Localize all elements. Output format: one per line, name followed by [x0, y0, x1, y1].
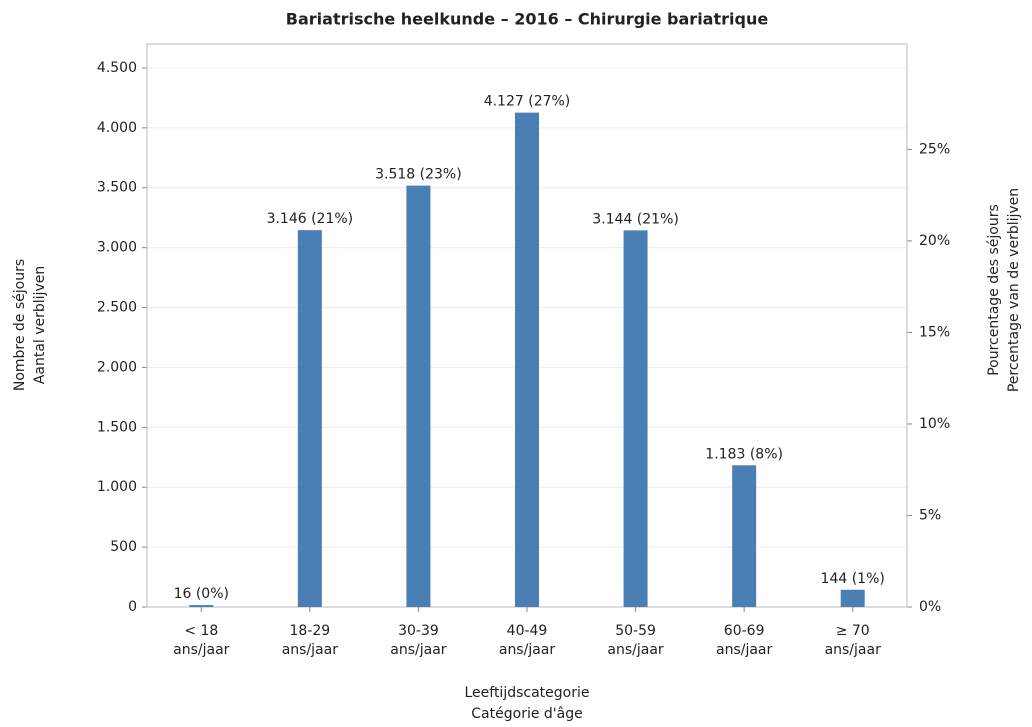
y2-axis-label: Pourcentage des séjours: [986, 204, 1002, 376]
value-label: 3.146 (21%): [267, 211, 354, 227]
bar: [406, 185, 431, 608]
x-axis-label: Leeftijdscategorie: [464, 685, 589, 701]
y-tick-label: 0: [128, 599, 137, 615]
y2-tick-label: 5%: [919, 507, 941, 523]
y2-tick-label: 20%: [919, 233, 950, 249]
x-tick-label: 30-39 ans/jaar: [390, 623, 447, 658]
y2-axis-label: Percentage van de verblijven: [1006, 188, 1022, 392]
bar: [840, 589, 865, 607]
value-label: 144 (1%): [821, 571, 885, 587]
bar: [623, 230, 648, 608]
x-tick-label: < 18 ans/jaar: [173, 623, 230, 658]
value-label: 4.127 (27%): [484, 94, 571, 110]
x-tick-label: 50-59 ans/jaar: [607, 623, 664, 658]
bar: [732, 465, 757, 607]
y-tick-label: 1.000: [97, 479, 137, 495]
y-tick-label: 2.000: [97, 359, 137, 375]
y-tick-label: 2.500: [97, 300, 137, 316]
x-tick-label: 40-49 ans/jaar: [498, 623, 556, 658]
y-tick-label: 1.500: [97, 419, 137, 435]
y-tick-label: 3.000: [97, 240, 137, 256]
y-axis-label: Aantal verblijven: [32, 266, 48, 384]
y2-tick-label: 0%: [919, 599, 941, 615]
x-tick-label: 60-69 ans/jaar: [716, 623, 773, 658]
chart-title: Bariatrische heelkunde – 2016 – Chirurgi…: [286, 10, 769, 29]
y-tick-label: 500: [110, 539, 137, 555]
x-tick-label: 18-29 ans/jaar: [281, 623, 338, 658]
y-axis-label: Nombre de séjours: [12, 259, 28, 391]
y-tick-label: 4.500: [97, 60, 137, 76]
value-label: 3.518 (23%): [375, 167, 462, 183]
bar: [189, 605, 214, 607]
y-tick-label: 3.500: [97, 180, 137, 196]
value-label: 16 (0%): [174, 586, 229, 602]
y2-tick-label: 15%: [919, 324, 950, 340]
value-label: 3.144 (21%): [592, 211, 679, 227]
y2-tick-label: 10%: [919, 416, 950, 432]
y2-tick-label: 25%: [919, 141, 950, 157]
x-axis-label: Catégorie d'âge: [471, 706, 582, 722]
bar: [297, 230, 322, 608]
value-label: 1.183 (8%): [705, 446, 783, 462]
x-tick-label: ≥ 70 ans/jaar: [824, 623, 881, 658]
y-tick-label: 4.000: [97, 120, 137, 136]
bar: [515, 112, 539, 607]
